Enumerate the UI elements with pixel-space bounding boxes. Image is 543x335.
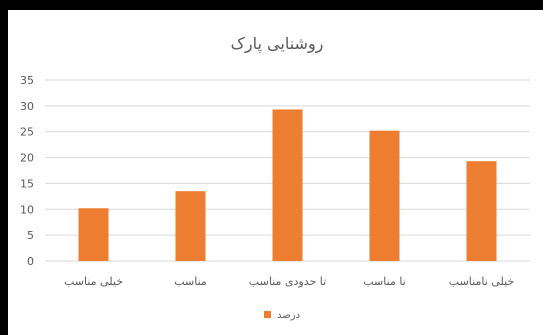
bar — [175, 191, 206, 261]
y-tick-label: 20 — [20, 152, 34, 165]
bar — [78, 208, 109, 261]
y-tick-label: 10 — [20, 203, 34, 216]
x-axis-categories: خیلی مناسب مناسب تا حدودی مناسب نا مناسب خیل… — [64, 275, 514, 288]
x-category-label: نا مناسب — [363, 275, 406, 288]
bar — [466, 161, 497, 261]
y-tick-label: 0 — [27, 255, 34, 268]
bar — [369, 130, 400, 261]
x-category-label: خیلی مناسب — [64, 275, 123, 288]
y-axis-ticks: 0 5 10 15 20 25 30 35 — [20, 74, 34, 268]
bar — [272, 109, 303, 261]
x-category-label: تا حدودی مناسب — [249, 275, 326, 288]
legend: درصد — [264, 310, 300, 321]
legend-label: درصد — [277, 310, 300, 321]
y-tick-label: 15 — [20, 177, 34, 190]
y-tick-label: 35 — [20, 74, 34, 87]
x-category-label: مناسب — [174, 275, 207, 288]
y-tick-label: 25 — [20, 126, 34, 139]
chart-title: روشنایی پارک — [231, 34, 324, 54]
bars — [78, 109, 497, 261]
y-tick-label: 5 — [27, 229, 34, 242]
legend-swatch — [264, 311, 271, 318]
x-category-label: خیلی نامناسب — [449, 275, 514, 288]
y-tick-label: 30 — [20, 100, 34, 113]
